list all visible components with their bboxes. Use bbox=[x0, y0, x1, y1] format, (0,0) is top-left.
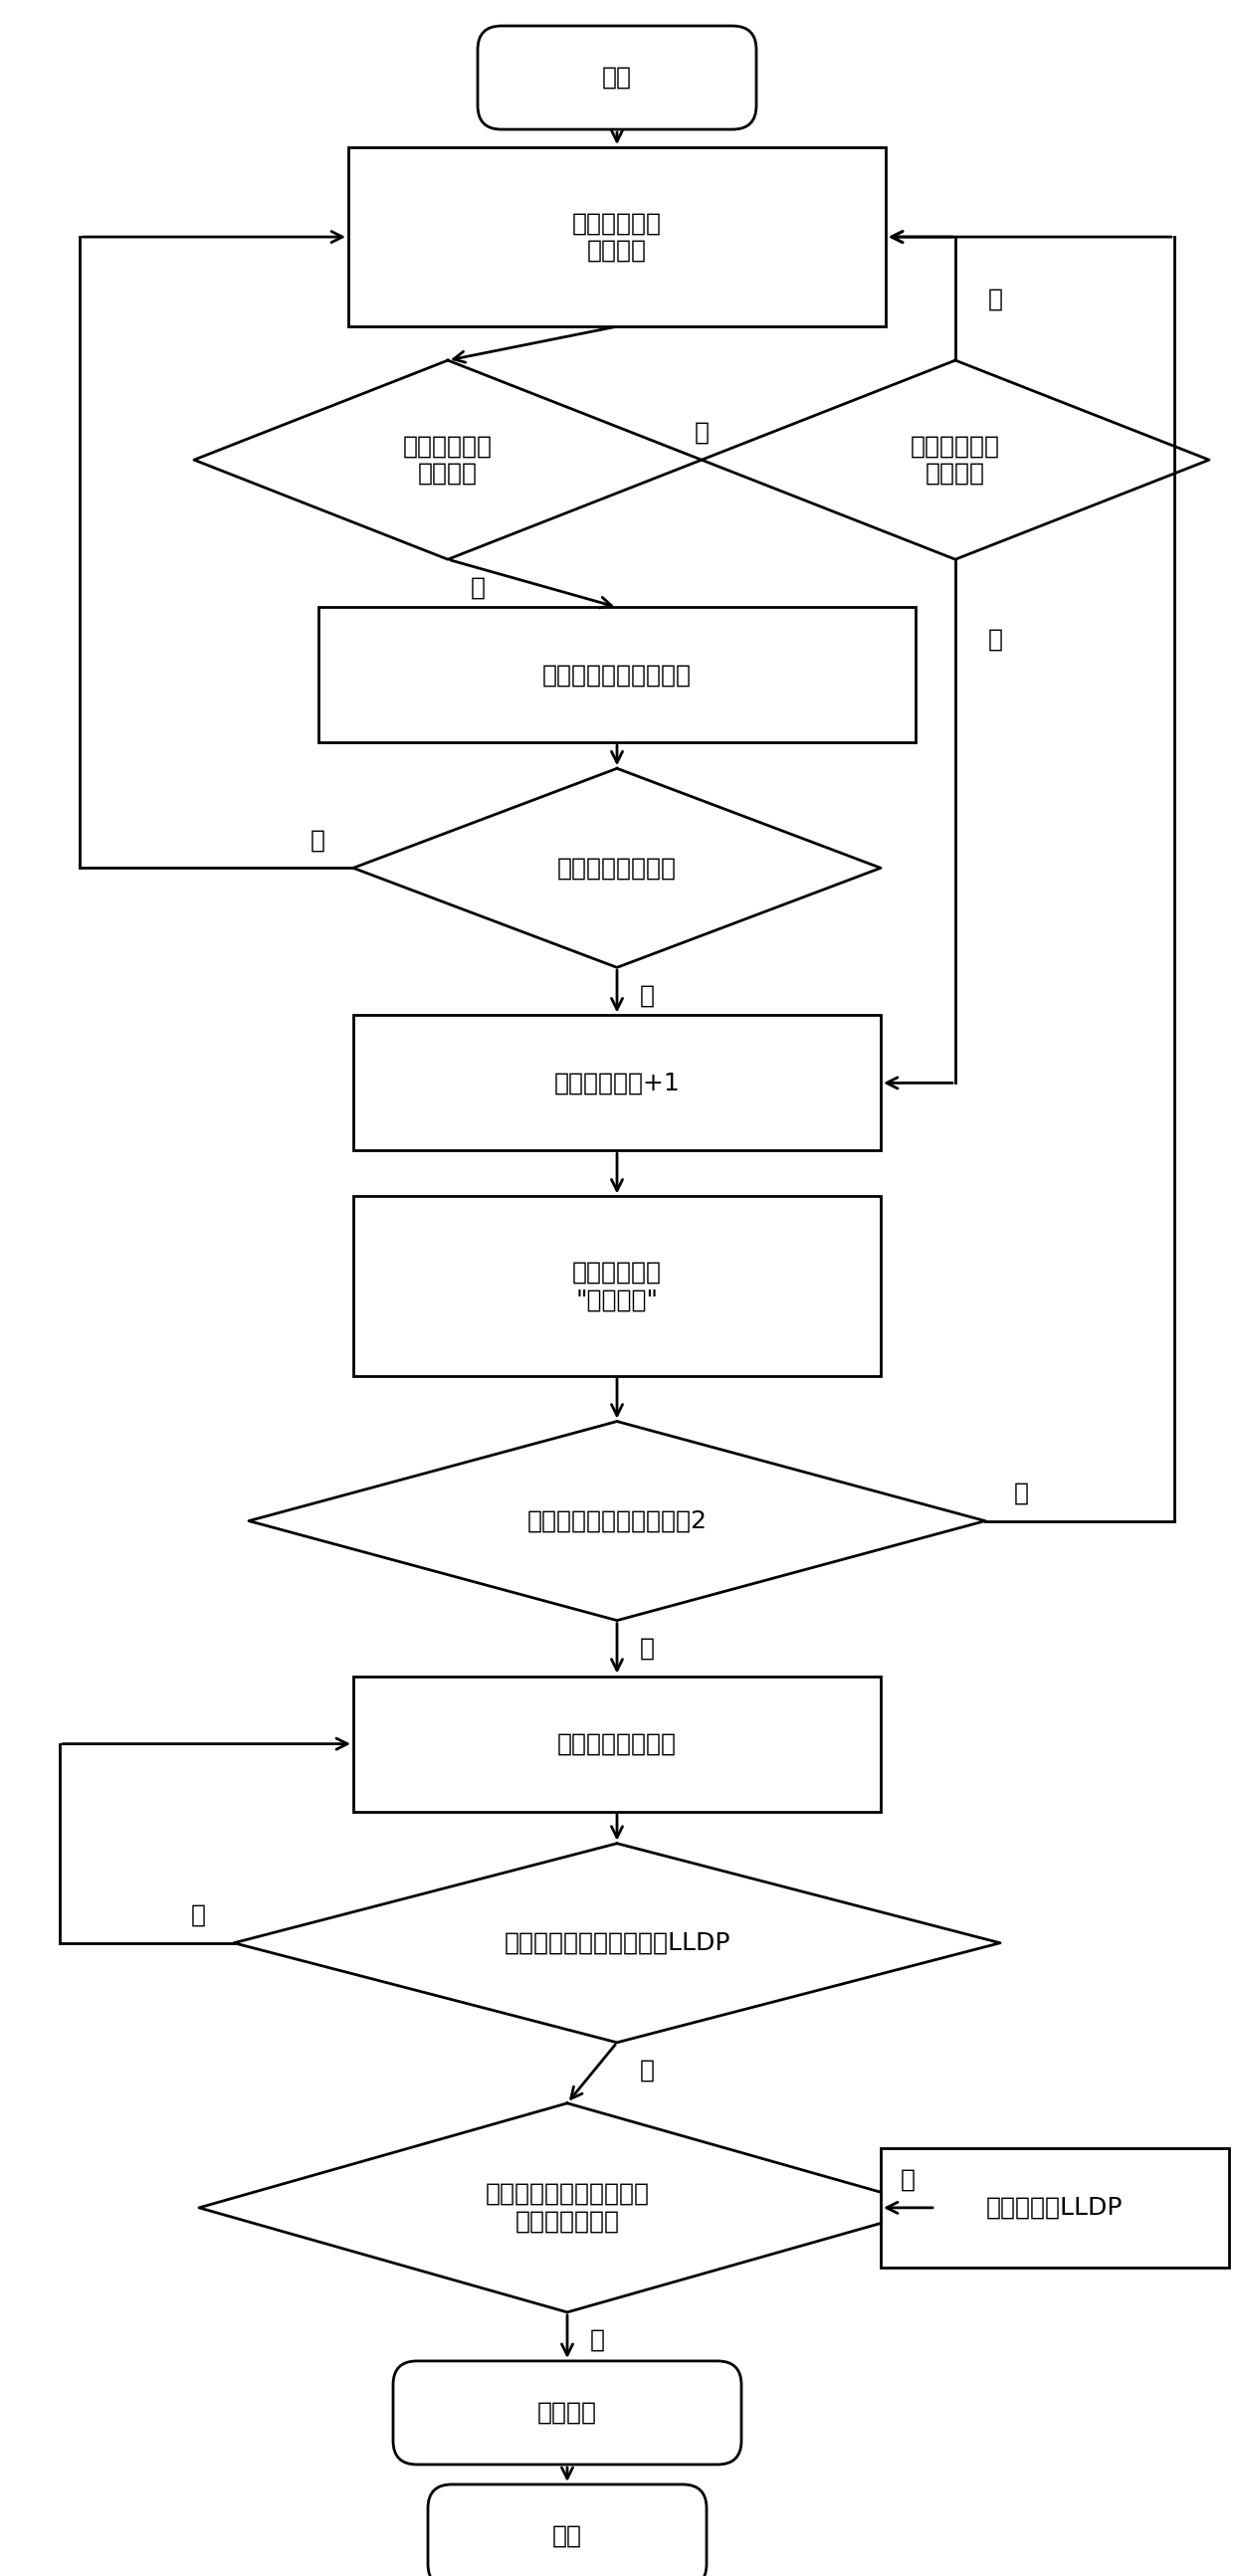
Polygon shape bbox=[199, 2102, 935, 2313]
Text: 否: 否 bbox=[694, 420, 710, 443]
Bar bbox=[348, 147, 886, 327]
Text: 是否控制平面预警计数为2: 是否控制平面预警计数为2 bbox=[527, 1510, 707, 1533]
Text: 是: 是 bbox=[639, 2058, 654, 2081]
Text: 是: 是 bbox=[470, 574, 485, 600]
Bar bbox=[318, 608, 916, 742]
Text: 故障恢复: 故障恢复 bbox=[537, 2401, 597, 2424]
Text: 通告控制平面
"故障预警": 通告控制平面 "故障预警" bbox=[573, 1260, 661, 1311]
Polygon shape bbox=[702, 361, 1209, 559]
Text: 连续发送三次心跳检测: 连续发送三次心跳检测 bbox=[543, 662, 691, 688]
Text: 是否存在心跳
请求丢失: 是否存在心跳 请求丢失 bbox=[911, 435, 1000, 487]
FancyBboxPatch shape bbox=[478, 26, 756, 129]
Text: 是: 是 bbox=[590, 2329, 605, 2352]
Bar bbox=[353, 1677, 881, 1811]
Polygon shape bbox=[234, 1844, 1000, 2043]
Text: 开始: 开始 bbox=[602, 67, 632, 90]
Text: 控制节点之间
心跳检测: 控制节点之间 心跳检测 bbox=[573, 211, 661, 263]
FancyBboxPatch shape bbox=[394, 2362, 742, 2465]
Text: 是否控制平面判断均指向
同一个故障节点: 是否控制平面判断均指向 同一个故障节点 bbox=[485, 2182, 649, 2233]
Text: 故障预警计数+1: 故障预警计数+1 bbox=[554, 1072, 680, 1095]
Text: 是: 是 bbox=[639, 1636, 654, 1662]
Polygon shape bbox=[353, 768, 881, 969]
Bar bbox=[881, 2148, 1229, 2267]
Polygon shape bbox=[194, 361, 702, 559]
Text: 丢弃无效的LLDP: 丢弃无效的LLDP bbox=[986, 2195, 1123, 2221]
Text: 是否存在心跳
响应丢失: 是否存在心跳 响应丢失 bbox=[404, 435, 492, 487]
Bar bbox=[353, 1195, 881, 1376]
Bar bbox=[353, 1015, 881, 1151]
Text: 否: 否 bbox=[190, 1904, 206, 1927]
Polygon shape bbox=[249, 1422, 985, 1620]
Text: 否: 否 bbox=[1013, 1481, 1028, 1504]
Text: 是: 是 bbox=[639, 984, 654, 1007]
Text: 否: 否 bbox=[310, 827, 325, 853]
Text: 等待数据平面请求: 等待数据平面请求 bbox=[558, 1731, 676, 1757]
Text: 结束: 结束 bbox=[553, 2524, 582, 2548]
Text: 否: 否 bbox=[901, 2169, 916, 2192]
Text: 是: 是 bbox=[987, 626, 1002, 652]
FancyBboxPatch shape bbox=[428, 2483, 707, 2576]
Text: 否: 否 bbox=[987, 286, 1002, 312]
Text: 是否收到来自数据平面的LLDP: 是否收到来自数据平面的LLDP bbox=[503, 1932, 731, 1955]
Text: 是否未检测到心跳: 是否未检测到心跳 bbox=[558, 855, 676, 881]
